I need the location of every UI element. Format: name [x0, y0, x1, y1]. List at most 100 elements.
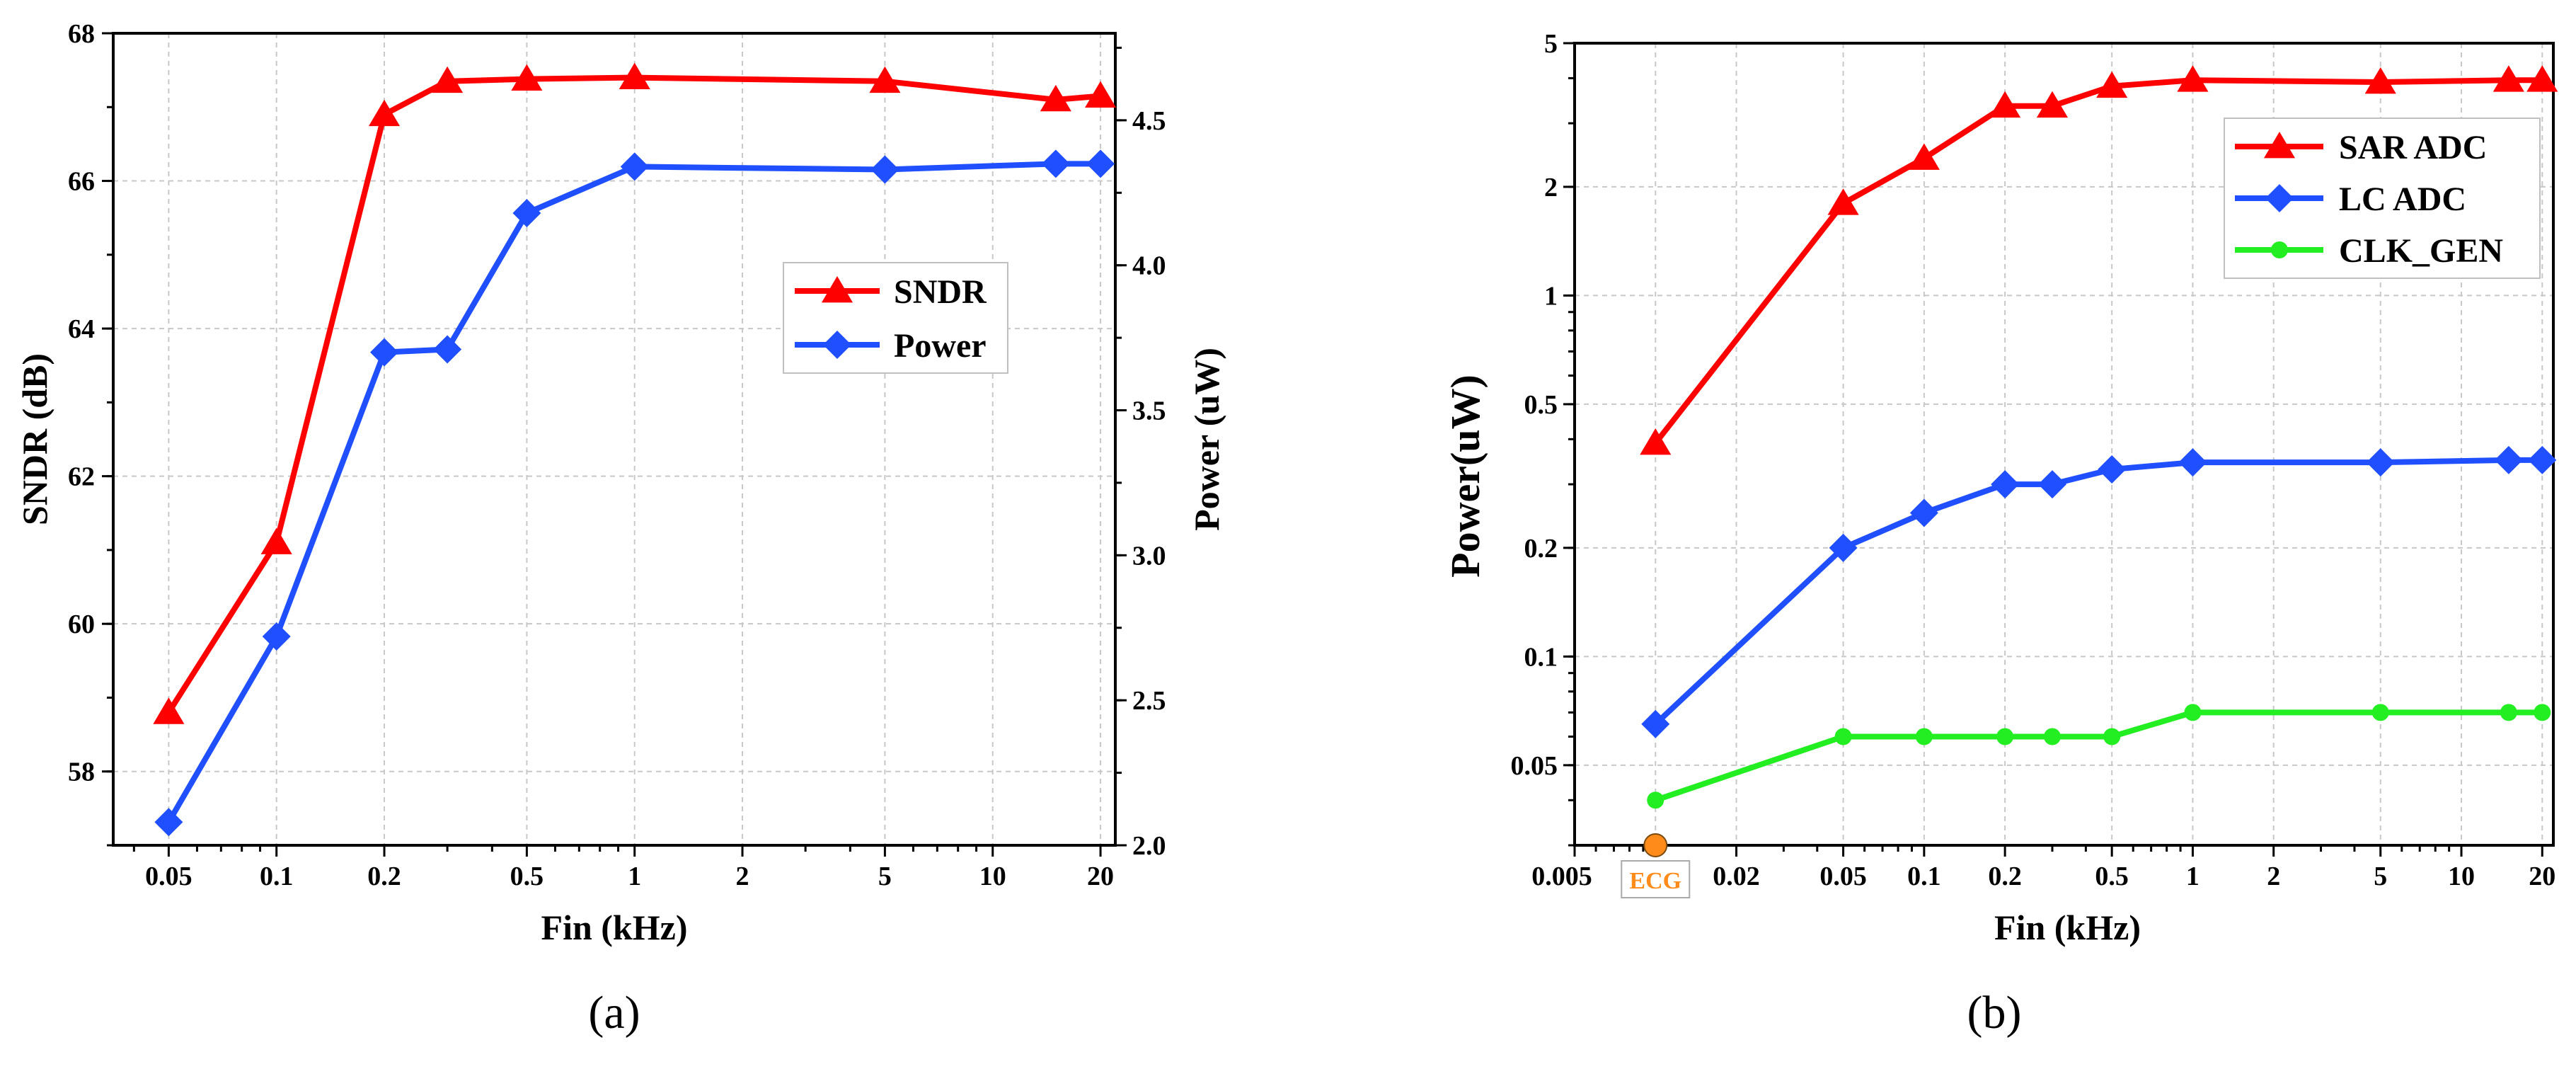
data-point — [1086, 149, 1115, 178]
series-sndr — [153, 62, 1117, 724]
legend-swatch-marker — [821, 276, 853, 303]
data-point — [1996, 728, 2014, 745]
data-point — [2500, 704, 2517, 721]
legend-item: LC ADC — [2235, 181, 2466, 218]
x-axis-title: Fin (kHz) — [541, 908, 688, 947]
y-tick-label: 58 — [68, 758, 95, 787]
data-point — [2492, 65, 2524, 92]
x-tick-label: 1 — [2186, 862, 2200, 891]
data-point — [2528, 445, 2557, 474]
data-point — [2366, 448, 2395, 477]
series-line — [1653, 77, 2543, 445]
x-tick-label: 0.5 — [2095, 862, 2129, 891]
data-point — [2371, 704, 2389, 721]
legend-box — [783, 262, 1008, 374]
data-point — [1829, 533, 1858, 562]
data-point — [1915, 728, 1933, 745]
y2-tick-label: 3.0 — [1132, 541, 1166, 571]
series-line — [1653, 457, 2543, 726]
ecg-label-box — [1621, 860, 1691, 898]
ecg-label: ECG — [1629, 868, 1681, 894]
y2-tick-label: 3.5 — [1132, 396, 1166, 426]
data-point — [1991, 470, 2020, 499]
panel-a-sndr-power-chart: 0.05 0.1 0.2 0.5 1 2 5 10 20 58 60 62 64 66 68 2.0 2.5 3.… — [15, 19, 1226, 1039]
data-point — [2178, 448, 2207, 477]
x-tick-label: 10 — [2448, 862, 2475, 891]
series-lc-adc — [1641, 445, 2557, 738]
legend-label: SAR ADC — [2339, 129, 2487, 166]
data-point — [511, 64, 543, 91]
x-axis-title: Fin (kHz) — [1994, 908, 2141, 947]
data-point — [2037, 470, 2066, 499]
y-tick-label: 64 — [68, 314, 95, 344]
data-point — [260, 527, 292, 554]
plot-frame — [1573, 42, 2555, 847]
ecg-annotation: ECG — [1621, 833, 1691, 898]
data-point — [619, 62, 650, 89]
y-tick-label: 5 — [1544, 29, 1558, 59]
y2-tick-label: 4.5 — [1132, 106, 1166, 136]
x-tick-label: 20 — [2529, 862, 2555, 891]
x-tick-label: 0.02 — [1713, 862, 1760, 891]
y-axis-title: Power(uW) — [1442, 375, 1488, 578]
legend-swatch-marker — [823, 331, 851, 359]
legend-label: SNDR — [894, 273, 987, 311]
y-tick-label: 0.05 — [1511, 751, 1558, 781]
legend-label: LC ADC — [2339, 181, 2466, 218]
data-point — [869, 66, 901, 93]
data-point — [1085, 81, 1117, 108]
y-tick-label: 60 — [68, 610, 95, 639]
x-tick-label: 5 — [2374, 862, 2387, 891]
legend-item: CLK_GEN — [2235, 232, 2503, 270]
legend-swatch-marker — [2271, 241, 2288, 258]
data-point — [262, 622, 291, 651]
data-point — [870, 155, 899, 184]
data-point — [2036, 91, 2069, 118]
y2-axis-title: Power (uW) — [1187, 348, 1226, 531]
data-point — [370, 338, 399, 367]
data-point — [2184, 704, 2202, 721]
legend: SAR ADC LC ADC CLK_GEN — [2224, 118, 2541, 279]
x-tick-label: 0.2 — [367, 862, 401, 891]
x-tick-label: 0.2 — [1988, 862, 2022, 891]
y-tick-label: 0.2 — [1524, 534, 1558, 564]
data-point — [153, 697, 185, 724]
series-clk-gen — [1647, 704, 2551, 809]
x-tick-label: 10 — [979, 862, 1006, 891]
x-tick-label: 0.05 — [145, 862, 192, 891]
legend-label: Power — [894, 327, 987, 365]
x-tick-label: 1 — [628, 862, 641, 891]
x-tick-label: 5 — [878, 862, 892, 891]
y-tick-label: 66 — [68, 167, 95, 197]
series-sar-adc — [1640, 65, 2558, 455]
series-power — [154, 149, 1115, 837]
x-tick-label: 0.5 — [510, 862, 544, 891]
x-tick-label: 0.005 — [1531, 862, 1592, 891]
panel-label-b: (b) — [1967, 987, 2022, 1039]
plot-frame — [112, 32, 1117, 847]
data-point — [512, 198, 541, 227]
data-point — [432, 66, 464, 93]
data-point — [620, 152, 649, 181]
data-point — [2364, 67, 2396, 94]
data-point — [2526, 65, 2558, 92]
data-point — [1641, 709, 1670, 738]
y-tick-label: 2 — [1544, 173, 1558, 202]
panel-b-power-breakdown-chart: 0.005 0.02 0.05 0.1 0.2 0.5 1 2 5 10 20 0.05 0.1 0.2 0… — [1442, 29, 2558, 1039]
y-tick-label: 62 — [68, 462, 95, 492]
x-tick-label: 0.1 — [1907, 862, 1941, 891]
legend-item: Power — [795, 327, 987, 365]
data-point — [368, 99, 401, 127]
data-point — [1640, 428, 1672, 455]
legend-item: SNDR — [795, 273, 987, 311]
data-point — [1647, 791, 1664, 809]
legend: SNDR Power — [783, 262, 1008, 374]
legend-label: CLK_GEN — [2339, 232, 2503, 270]
data-point — [2098, 455, 2127, 484]
data-point — [154, 808, 183, 837]
data-point — [2494, 445, 2523, 474]
data-point — [2534, 704, 2551, 721]
data-point — [2043, 728, 2061, 745]
x-tick-label: 0.1 — [260, 862, 294, 891]
data-point — [1989, 91, 2021, 118]
